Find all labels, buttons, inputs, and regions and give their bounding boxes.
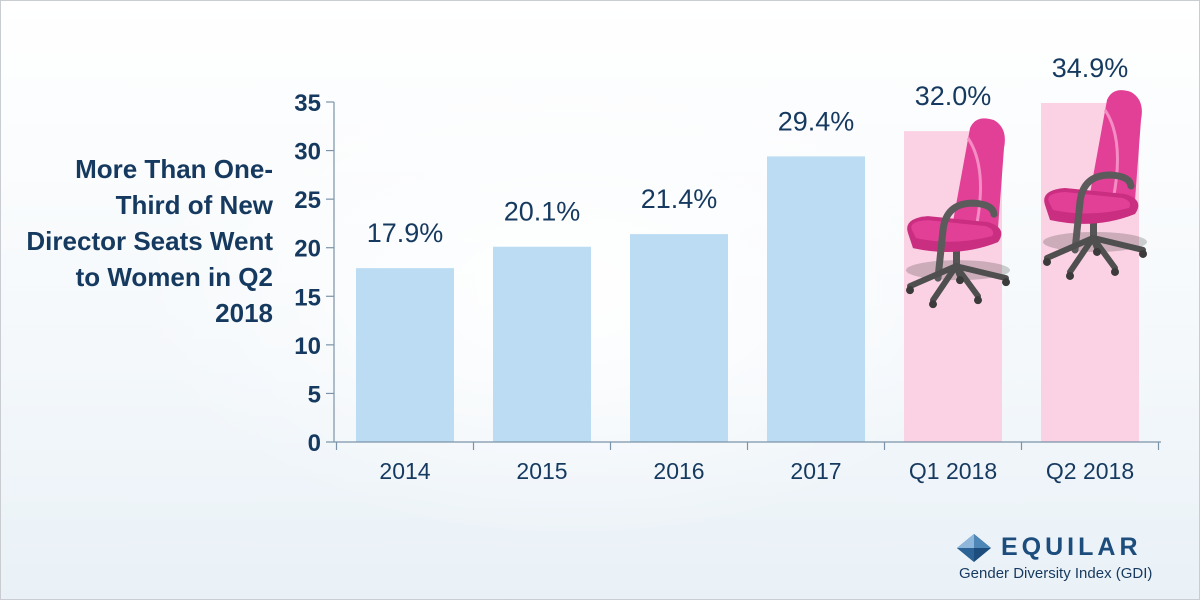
y-tick-label: 25 <box>294 187 321 214</box>
y-tick-label: 35 <box>294 90 321 117</box>
x-tick-label: 2014 <box>379 458 430 484</box>
data-label: 32.0% <box>915 81 992 111</box>
y-tick-label: 20 <box>294 236 321 263</box>
headline: More Than One-Third of New Director Seat… <box>26 154 273 328</box>
bar-2014 <box>356 268 454 442</box>
y-tick-label: 10 <box>294 333 321 360</box>
equilar-logo: EQUILAR Gender Diversity Index (GDI) <box>951 531 1181 591</box>
x-tick-label: Q1 2018 <box>909 458 997 484</box>
x-tick-label: Q2 2018 <box>1046 458 1134 484</box>
data-label: 29.4% <box>778 106 855 136</box>
bar-2016 <box>630 234 728 442</box>
data-label: 20.1% <box>504 197 581 227</box>
x-tick-label: 2017 <box>790 458 841 484</box>
data-label: 34.9% <box>1052 53 1129 83</box>
brand-subtitle: Gender Diversity Index (GDI) <box>959 565 1153 582</box>
y-tick-label: 5 <box>308 381 321 408</box>
equilar-diamond-icon <box>957 534 991 562</box>
bar-2015 <box>493 246 591 442</box>
data-label: 21.4% <box>641 184 718 214</box>
office-chair-icon <box>1043 90 1147 280</box>
office-chair-icon <box>906 118 1010 309</box>
bar-2017 <box>767 156 865 442</box>
x-tick-label: 2016 <box>653 458 704 484</box>
y-tick-label: 15 <box>294 284 321 311</box>
y-tick-label: 0 <box>308 430 321 457</box>
y-tick-label: 30 <box>294 139 321 166</box>
brand-name: EQUILAR <box>1001 533 1142 561</box>
data-label: 17.9% <box>367 218 444 248</box>
x-tick-label: 2015 <box>516 458 567 484</box>
